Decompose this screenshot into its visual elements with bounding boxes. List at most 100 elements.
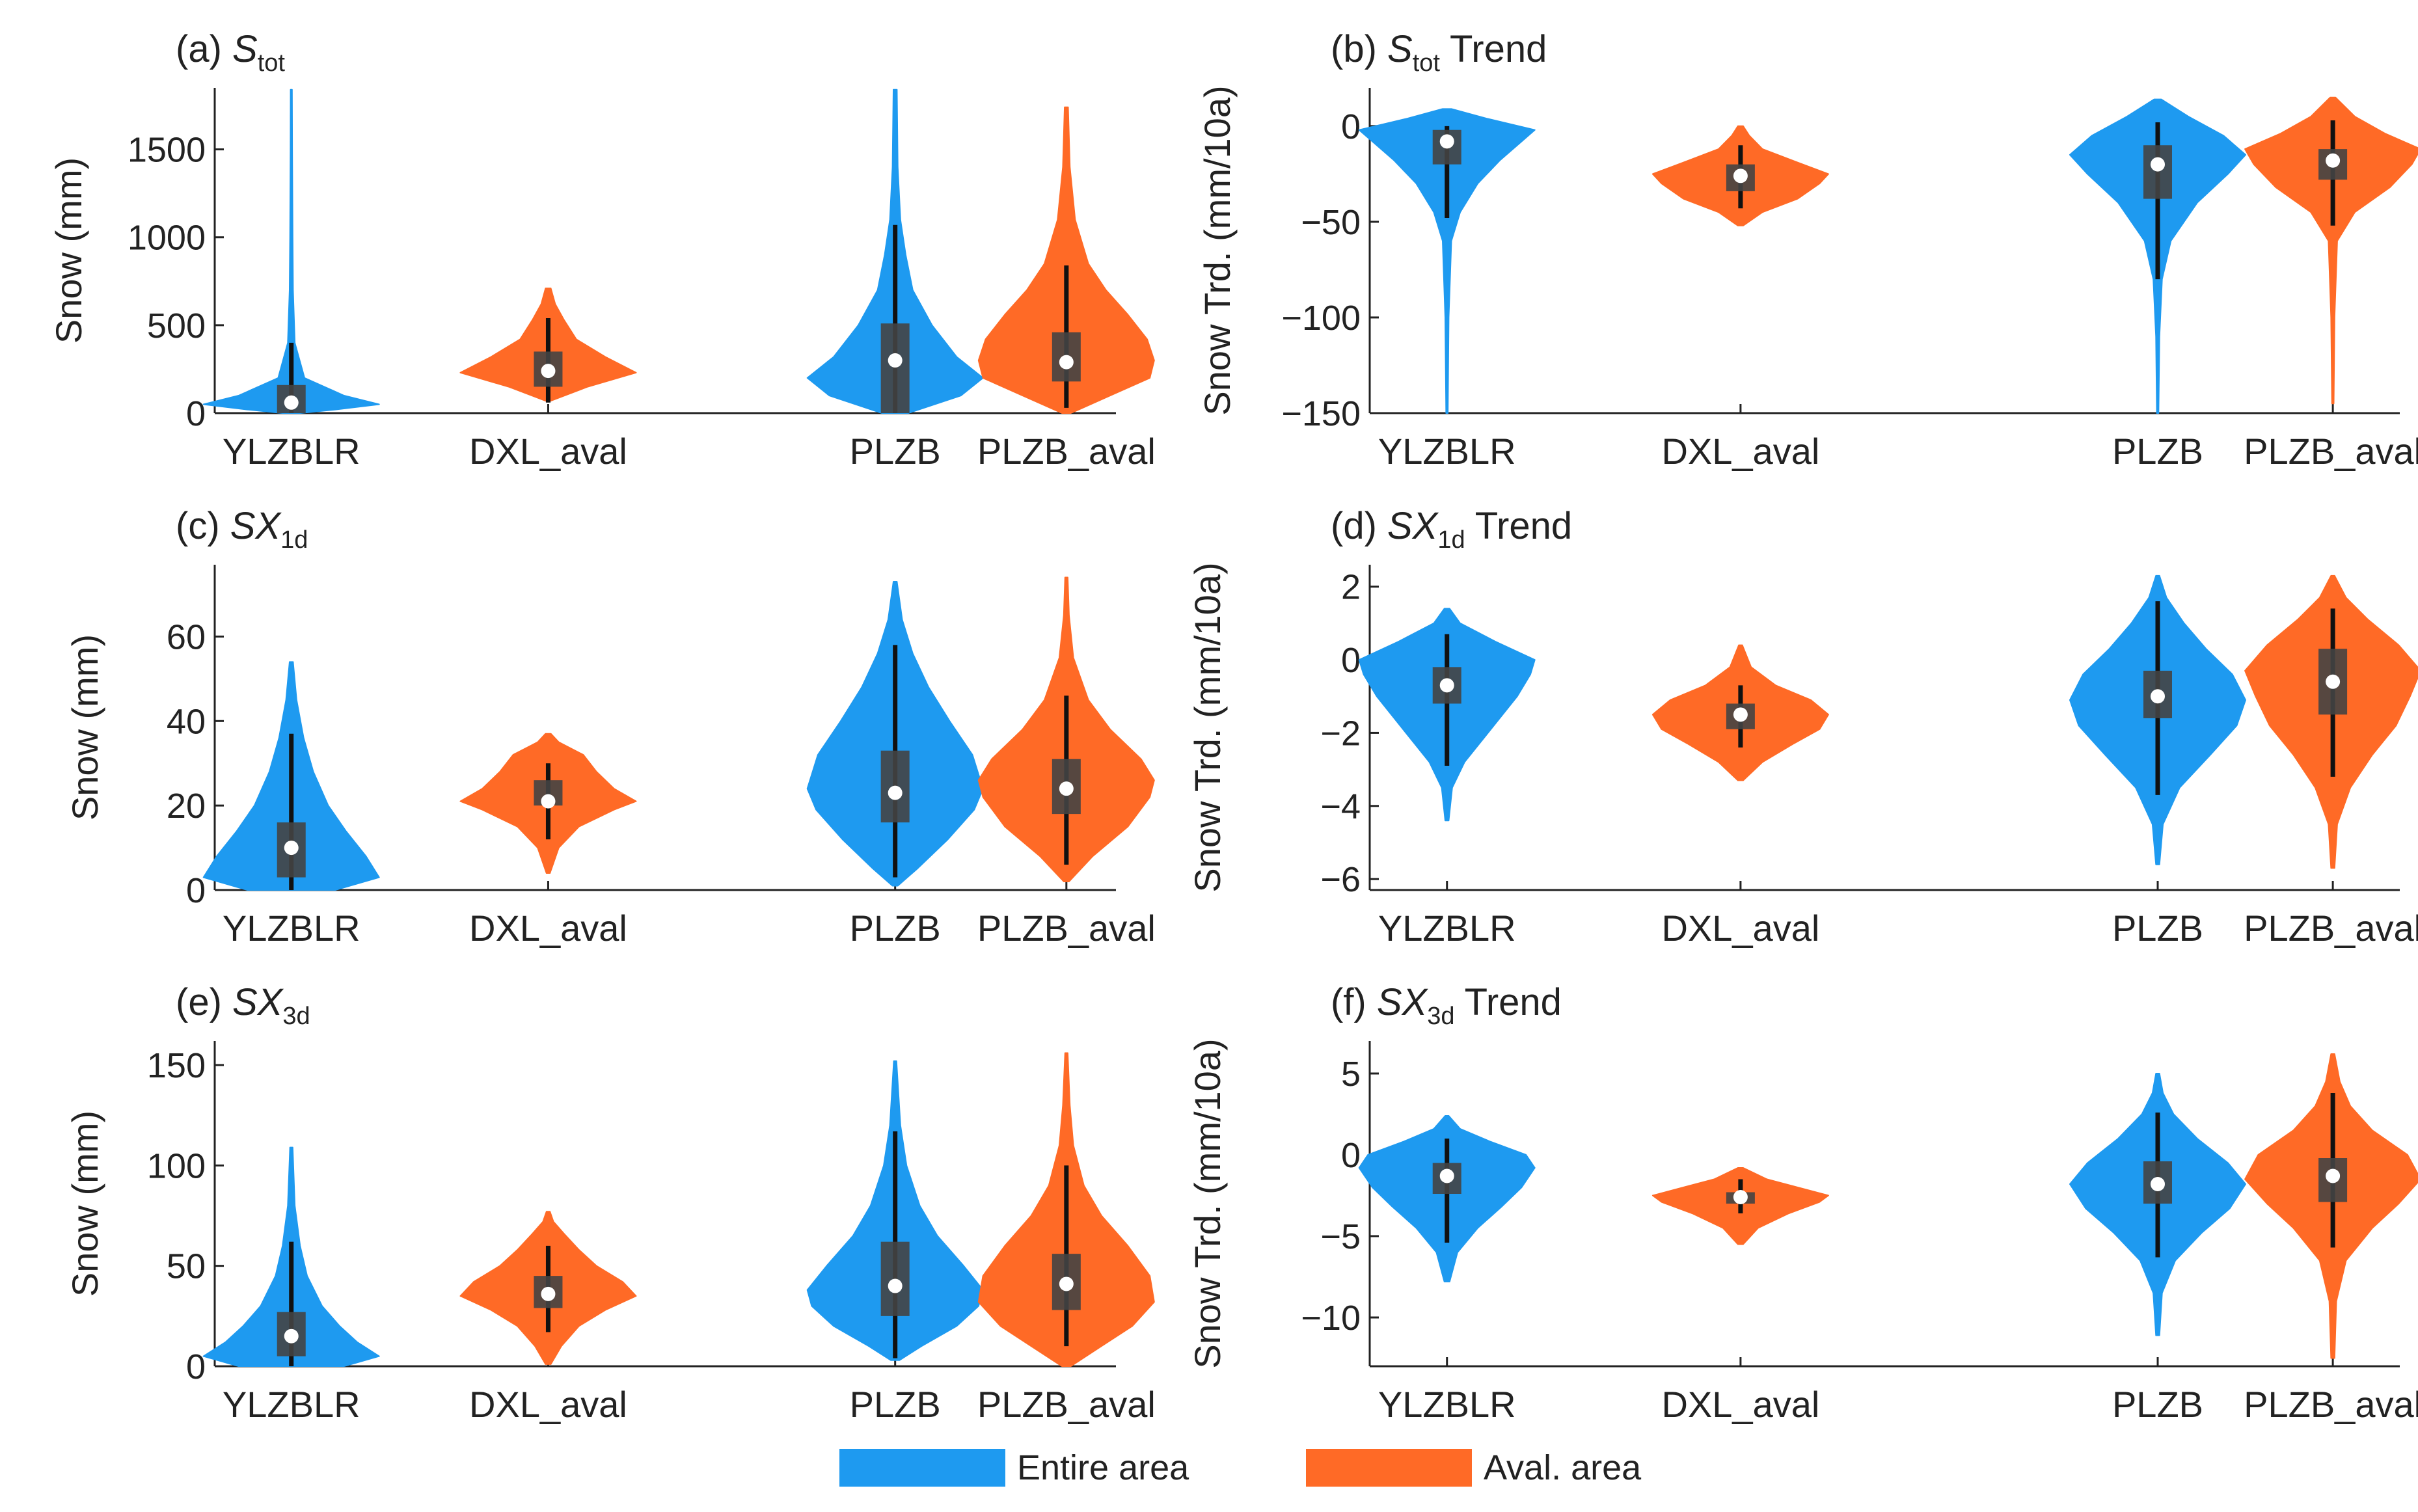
legend-label-aval: Aval. area — [1484, 1448, 1642, 1487]
y-tick-label: 2 — [1341, 568, 1361, 607]
x-tick-label-ylzblr: YLZBLR — [1378, 1384, 1516, 1425]
y-tick-label: −100 — [1281, 299, 1361, 338]
median-point — [888, 353, 903, 368]
panel-f: −10 −5 0 5 Snow Trd. (mm/10a) (f) SX3d Trend Y… — [1187, 981, 2418, 1425]
x-tick-label-dxl_aval: DXL_aval — [469, 431, 627, 472]
median-point — [2326, 674, 2341, 689]
x-tick-label-plzb_aval: PLZB_aval — [2244, 908, 2418, 949]
title-subscript: 1d — [1437, 526, 1465, 554]
title-prefix: (a) — [176, 28, 232, 70]
x-tick-label-ylzblr: YLZBLR — [1378, 431, 1516, 472]
iqr-box — [2143, 145, 2172, 199]
violin-plzb_aval — [2244, 96, 2418, 405]
y-tick-label: 0 — [186, 871, 206, 910]
title-subscript: 1d — [280, 526, 308, 554]
y-axis-label: Snow (mm) — [64, 1111, 105, 1297]
title-prefix: (b) — [1331, 28, 1387, 70]
median-point — [1059, 781, 1074, 796]
median-point — [284, 1329, 299, 1343]
y-tick-label: −4 — [1320, 787, 1361, 826]
x-tick-label-plzb: PLZB — [2112, 431, 2203, 472]
legend-swatch-aval — [1306, 1449, 1472, 1487]
panel-title: (f) SX3d Trend — [1331, 981, 1562, 1030]
panel-b: −150 −100 −50 0 Snow Trd. (mm/10a) (b) Stot T… — [1197, 28, 2418, 472]
median-point — [2150, 1177, 2165, 1191]
y-axis-label: Snow Trd. (mm/10a) — [1187, 1038, 1228, 1368]
title-prefix: (d) — [1331, 505, 1387, 547]
title-variable: SX — [232, 981, 284, 1023]
median-point — [888, 785, 903, 800]
title-prefix: (f) — [1331, 981, 1377, 1023]
median-point — [284, 395, 299, 410]
median-point — [1059, 355, 1074, 370]
x-tick-label-dxl_aval: DXL_aval — [1661, 1384, 1819, 1425]
x-tick-label-dxl_aval: DXL_aval — [469, 908, 627, 949]
title-variable: SX — [1377, 981, 1429, 1023]
median-point — [1439, 1168, 1454, 1183]
y-tick-label: 0 — [1341, 1136, 1361, 1175]
y-tick-label: 50 — [167, 1247, 206, 1286]
y-tick-label: 0 — [1341, 107, 1361, 146]
panel-title: (e) SX3d — [176, 981, 310, 1030]
y-tick-label: −2 — [1320, 714, 1361, 753]
y-tick-label: −6 — [1320, 860, 1361, 899]
y-tick-label: 5 — [1341, 1055, 1361, 1094]
title-suffix: Trend — [1455, 981, 1562, 1023]
y-tick-label: 1500 — [128, 131, 206, 170]
median-point — [2150, 157, 2165, 172]
title-variable: S — [232, 28, 258, 70]
panel-c: 0 20 40 60 Snow (mm) (c) SX1d YLZBLR DXL_aval PL… — [64, 505, 1156, 949]
x-tick-label-plzb: PLZB — [2112, 908, 2203, 949]
median-point — [1733, 1190, 1748, 1204]
panel-a: 0 500 1000 1500 Snow (mm) (a) Stot YLZBLR DXL_a… — [48, 28, 1156, 472]
median-point — [541, 364, 556, 379]
title-subscript: 3d — [1427, 1003, 1454, 1030]
median-point — [541, 1286, 556, 1301]
panel-title: (d) SX1d Trend — [1331, 505, 1572, 554]
y-tick-label: 150 — [147, 1046, 206, 1085]
median-point — [541, 794, 556, 809]
legend-aval: Aval. area — [1306, 1448, 1641, 1487]
title-suffix: Trend — [1465, 505, 1572, 547]
panel-title: (a) Stot — [176, 28, 285, 77]
panel-d: −6 −4 −2 0 2 Snow Trd. (mm/10a) (d) SX1d Trend… — [1187, 505, 2418, 949]
panel-title: (b) Stot Trend — [1331, 28, 1547, 77]
title-suffix: Trend — [1440, 28, 1547, 70]
x-tick-label-plzb: PLZB — [2112, 1384, 2203, 1425]
x-tick-label-plzb_aval: PLZB_aval — [977, 431, 1156, 472]
x-tick-label-plzb_aval: PLZB_aval — [977, 1384, 1156, 1425]
x-tick-label-plzb: PLZB — [850, 431, 941, 472]
violin-ylzblr — [1358, 108, 1536, 414]
x-tick-label-plzb: PLZB — [850, 908, 941, 949]
median-point — [284, 841, 299, 856]
median-point — [1733, 707, 1748, 722]
violin-plzb_aval — [977, 106, 1155, 414]
title-subscript: tot — [258, 49, 286, 77]
x-tick-label-plzb: PLZB — [850, 1384, 941, 1425]
y-tick-label: 60 — [167, 617, 206, 656]
median-point — [2150, 689, 2165, 704]
y-tick-label: −10 — [1301, 1299, 1361, 1338]
median-point — [888, 1278, 903, 1293]
x-tick-label-dxl_aval: DXL_aval — [1661, 431, 1819, 472]
x-tick-label-dxl_aval: DXL_aval — [1661, 908, 1819, 949]
median-point — [1439, 134, 1454, 149]
x-tick-label-dxl_aval: DXL_aval — [469, 1384, 627, 1425]
legend-label-entire: Entire area — [1017, 1448, 1189, 1487]
x-tick-label-ylzblr: YLZBLR — [223, 908, 360, 949]
legend: Entire area — [839, 1448, 1189, 1487]
y-tick-label: 100 — [147, 1146, 206, 1185]
y-tick-label: 500 — [147, 306, 206, 345]
y-axis-label: Snow (mm) — [64, 634, 105, 820]
x-tick-label-ylzblr: YLZBLR — [223, 431, 360, 472]
x-tick-label-plzb_aval: PLZB_aval — [2244, 1384, 2418, 1425]
y-tick-label: −50 — [1301, 203, 1361, 242]
violin-ylzblr — [202, 88, 380, 414]
median-point — [2326, 1168, 2341, 1183]
iqr-box — [880, 323, 910, 413]
y-axis-label: Snow Trd. (mm/10a) — [1197, 85, 1238, 415]
y-tick-label: −150 — [1281, 394, 1361, 433]
median-point — [1733, 169, 1748, 183]
panel-e: 0 50 100 150 Snow (mm) (e) SX3d YLZBLR DXL_aval… — [64, 981, 1156, 1425]
median-point — [1059, 1276, 1074, 1291]
